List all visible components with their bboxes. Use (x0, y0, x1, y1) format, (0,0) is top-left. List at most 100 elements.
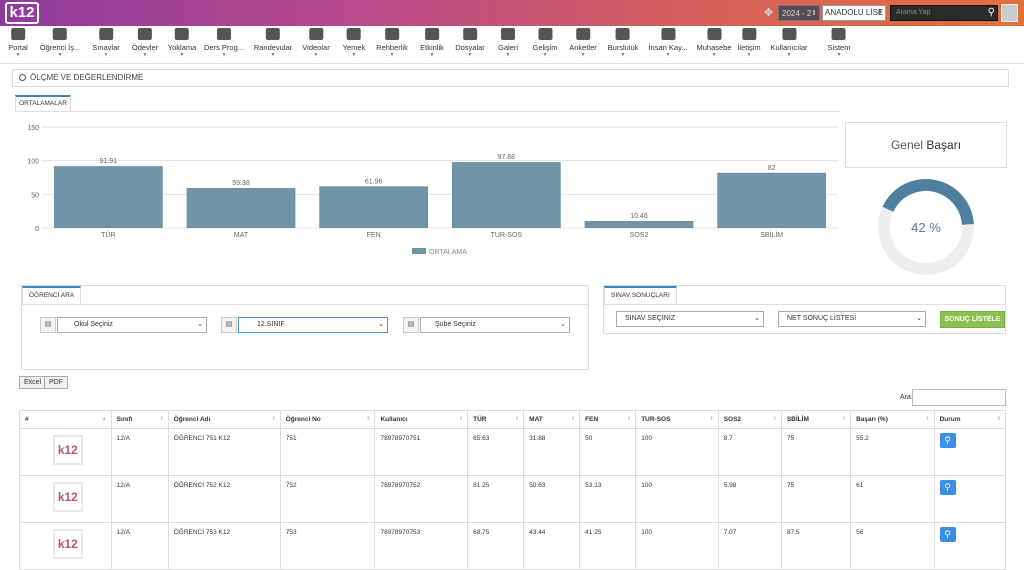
column-header-2[interactable]: Öğrenci Adı ⇕ (167, 410, 281, 429)
table-cell: 68.75 (467, 522, 525, 570)
nav-item-label: Sınavlar (92, 43, 120, 52)
table-cell: 8.7 (717, 428, 782, 476)
nav-item-15[interactable]: Bursluluk ▼ (608, 28, 638, 58)
column-header-label: Başarı (%) (856, 416, 888, 423)
table-row: k12 12/A ÖĞRENCİ 751 K12 751 78978970751 65.6… (19, 428, 1007, 476)
sube-select-box[interactable]: Şube Seçiniz ⌄ (420, 317, 570, 333)
nav-item-label: Yoklama (167, 43, 197, 52)
nav-item-14[interactable]: Anketler ▼ (569, 28, 597, 58)
row-logo: k12 (52, 482, 83, 512)
nav-item-20[interactable]: Sistem ▼ (828, 28, 850, 58)
sube-select-value: Şube Seçiniz (435, 321, 476, 328)
table-cell: ÖĞRENCİ 753 K12 (167, 522, 281, 570)
user-icon (781, 28, 796, 40)
nav-item-1[interactable]: Öğrenci İş... ▼ (40, 28, 80, 58)
y-tick-label: 150 (27, 125, 39, 132)
k12-logo[interactable]: k12 (5, 2, 39, 24)
row-logo-cell: k12 (19, 522, 112, 570)
nav-item-label: Kullanıcılar (770, 43, 808, 52)
nav-item-13[interactable]: Gelişim ▼ (532, 28, 558, 58)
table-row: k12 12/A ÖĞRENCİ 753 K12 753 78978970753 68.7… (19, 522, 1007, 570)
sinif-select-value: 12.SINIF (257, 321, 285, 328)
sonuc-listele-button[interactable]: SONUÇ LİSTELE (940, 311, 1005, 328)
nav-item-18[interactable]: İletişim ▼ (737, 28, 761, 58)
okul-select-box[interactable]: Okul Seçiniz ⌄ (57, 317, 207, 333)
chevron-down-icon: ▼ (179, 52, 185, 58)
pdf-button[interactable]: PDF (44, 376, 68, 389)
column-header-5[interactable]: TÜR ⇕ (467, 410, 525, 429)
table-cell: 753 (279, 522, 376, 570)
nav-item-19[interactable]: Kullanıcılar ▼ (770, 28, 808, 58)
school-select[interactable]: ANADOLU LİSE ⇕ (822, 5, 886, 21)
nav-item-3[interactable]: Ödevler ▼ (132, 28, 158, 58)
tab-ortalamalar[interactable]: ORTALAMALAR (15, 95, 71, 111)
calendar-check-icon (265, 28, 280, 40)
view-button[interactable]: ⚲ (939, 433, 956, 448)
building-icon: ▤ (221, 317, 237, 333)
excel-button[interactable]: Excel (19, 376, 47, 389)
search-input[interactable]: Arama Yap ⚲ (890, 5, 998, 21)
chevron-down-icon: ▼ (836, 52, 842, 58)
column-header-0[interactable]: # ▲ (19, 410, 112, 429)
column-header-9[interactable]: SOS2 ⇕ (717, 410, 782, 429)
nav-item-9[interactable]: Rehberlik ▼ (376, 28, 408, 58)
column-header-7[interactable]: FEN ⇕ (579, 410, 637, 429)
sort-icon: ⇕ (996, 416, 1001, 422)
averages-bar-chart: 0 50 100 150 91.91 TÜR 59.38 MAT 61.96 FEN 97.88 TU… (27, 125, 838, 256)
chevron-down-icon: ▼ (580, 52, 586, 58)
nav-item-2[interactable]: Sınavlar ▼ (92, 28, 120, 58)
nav-item-12[interactable]: Galeri ▼ (498, 28, 518, 58)
chevron-down-icon: ▼ (103, 52, 109, 58)
table-cell: 56 (850, 522, 935, 570)
column-header-4[interactable]: Kullanıcı ⇕ (374, 410, 469, 429)
nav-item-16[interactable]: İnsan Kay... ▼ (648, 28, 688, 58)
users-icon (53, 28, 67, 40)
sort-icon: ▲ (101, 416, 107, 422)
category-label: TUR-SOS (491, 232, 523, 239)
liste-select[interactable]: NET SONUÇ LİSTESİ ⌄ (778, 311, 926, 327)
question-icon (575, 28, 590, 40)
sinif-select-box[interactable]: 12.SINIF ⌄ (238, 317, 388, 333)
gears-icon (831, 28, 846, 40)
chevron-down-icon: ▼ (467, 52, 473, 58)
nav-item-4[interactable]: Yoklama ▼ (167, 28, 197, 58)
nav-item-5[interactable]: Ders Prog... ▼ (204, 28, 244, 58)
nav-item-6[interactable]: Randevular ▼ (254, 28, 292, 58)
sort-icon: ⇕ (271, 416, 276, 422)
avatar[interactable] (1001, 4, 1018, 22)
nav-item-0[interactable]: Portal ▼ (8, 28, 28, 58)
nav-item-8[interactable]: Yemek ▼ (343, 28, 365, 58)
main-nav: Portal ▼ Öğrenci İş... ▼ Sınavlar ▼ Ödevler ▼ Yo… (0, 26, 1024, 64)
column-header-label: Öğrenci No (285, 416, 321, 423)
column-header-1[interactable]: Sınıfı ⇕ (110, 410, 169, 429)
nav-item-10[interactable]: Etkinlik ▼ (420, 28, 444, 58)
nav-item-11[interactable]: Dosyalar ▼ (455, 28, 485, 58)
column-header-3[interactable]: Öğrenci No ⇕ (279, 410, 376, 429)
column-header-6[interactable]: MAT ⇕ (523, 410, 581, 429)
nav-item-17[interactable]: Muhasebe ▼ (696, 28, 732, 58)
view-button[interactable]: ⚲ (939, 480, 956, 495)
chevron-down-icon: ▼ (221, 52, 227, 58)
search-placeholder: Arama Yap (896, 9, 931, 16)
card-icon (707, 28, 721, 40)
tab-sinav-sonuclari[interactable]: SINAV SONUÇLARI (604, 286, 677, 304)
column-header-10[interactable]: SBİLİM ⇕ (780, 410, 852, 429)
tab-ogrenci-ara[interactable]: ÖĞRENCİ ARA (22, 286, 82, 304)
expand-icon[interactable]: ✥ (764, 7, 774, 19)
search-icon[interactable]: ⚲ (987, 7, 995, 18)
table-search-input[interactable] (912, 389, 1006, 406)
chevron-down-icon: ⌄ (197, 321, 203, 328)
y-tick-label: 0 (35, 226, 39, 233)
chevron-down-icon: ▼ (786, 52, 792, 58)
column-header-label: Öğrenci Adı (173, 416, 211, 423)
year-select[interactable]: 2024 - 2 ⇕ (778, 5, 820, 21)
column-header-8[interactable]: TUR-SOS ⇕ (635, 410, 719, 429)
genel-title-light: Genel (890, 138, 923, 152)
category-label: SBİLİM (760, 230, 783, 239)
column-header-11[interactable]: Başarı (%) ⇕ (850, 410, 935, 429)
nav-item-7[interactable]: Videolar ▼ (302, 28, 330, 58)
sinav-select[interactable]: SINAV SEÇİNİZ ⌄ (616, 311, 764, 327)
column-header-12[interactable]: Durum ⇕ (933, 410, 1007, 429)
view-button[interactable]: ⚲ (939, 527, 956, 542)
chevron-down-icon: ▼ (620, 52, 626, 58)
